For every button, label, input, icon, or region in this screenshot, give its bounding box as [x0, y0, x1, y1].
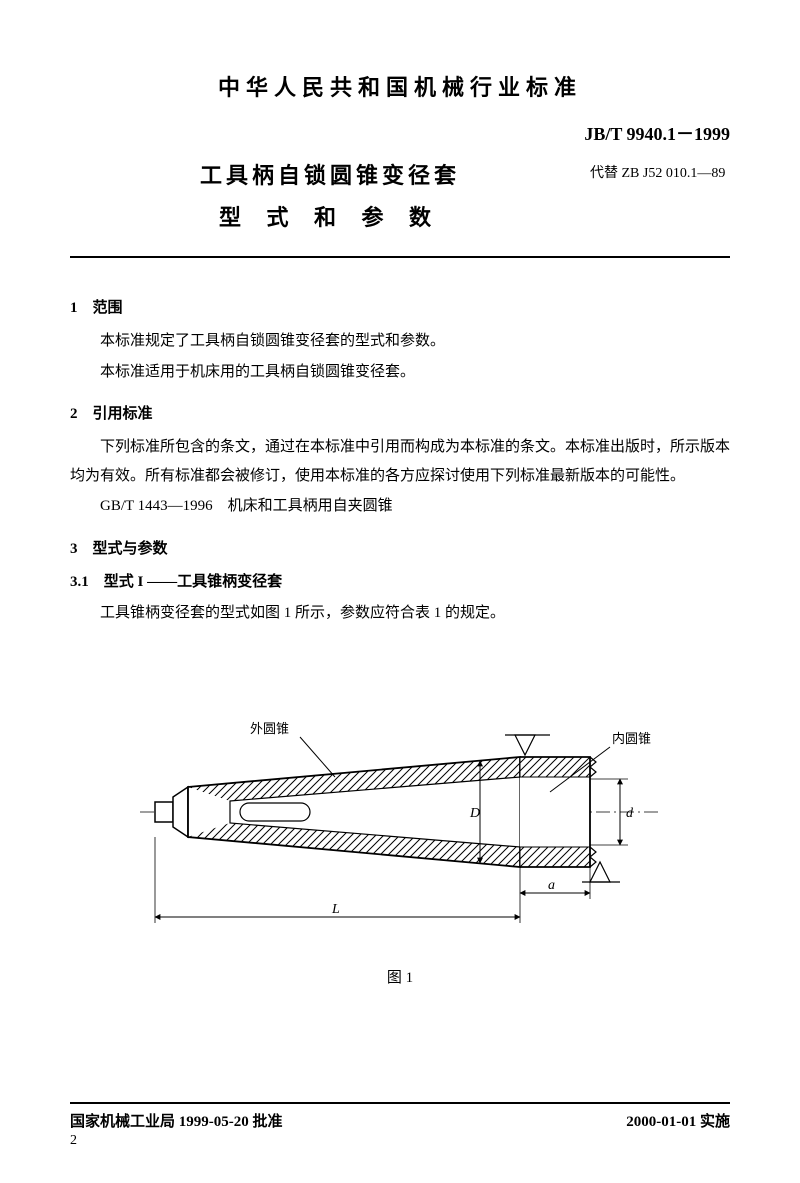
section-3-heading: 3 型式与参数 — [70, 537, 730, 558]
page-footer: 国家机械工业局 1999-05-20 批准 2000-01-01 实施 2 — [70, 1102, 730, 1149]
doc-title-line1: 工具柄自锁圆锥变径套 — [70, 158, 590, 190]
section-31-num: 3.1 — [70, 574, 89, 590]
replaces-note: 代替 ZB J52 010.1—89 — [590, 162, 730, 182]
standard-org: 中华人民共和国机械行业标准 — [70, 70, 730, 102]
section-2-ref: GB/T 1443—1996 机床和工具柄用自夹圆锥 — [70, 492, 730, 521]
footer-rule — [70, 1102, 730, 1104]
dim-d: d — [626, 806, 634, 821]
footer-effective: 2000-01-01 实施 — [626, 1110, 730, 1131]
dim-D: D — [469, 806, 480, 821]
section-31-heading: 3.1 型式 I ——工具锥柄变径套 — [70, 570, 730, 591]
label-outer-cone: 外圆锥 — [250, 721, 289, 736]
section-3-num: 3 — [70, 541, 78, 557]
section-2-p1: 下列标准所包含的条文，通过在本标准中引用而构成为本标准的条文。本标准出版时，所示… — [70, 433, 730, 490]
section-3-title: 型式与参数 — [93, 541, 168, 557]
section-1-title: 范围 — [93, 300, 123, 316]
section-1-p2: 本标准适用于机床用的工具柄自锁圆锥变径套。 — [70, 358, 730, 387]
standard-code: JB/T 9940.1－1999 — [584, 120, 730, 146]
section-2-num: 2 — [70, 406, 78, 422]
figure-1: 外圆锥 内圆锥 D d a L 图 1 — [70, 707, 730, 987]
section-1-num: 1 — [70, 300, 78, 316]
title-rule — [70, 256, 730, 258]
section-2-title: 引用标准 — [93, 406, 153, 422]
section-1-p1: 本标准规定了工具柄自锁圆锥变径套的型式和参数。 — [70, 327, 730, 356]
section-1-heading: 1 范围 — [70, 296, 730, 317]
figure-1-caption: 图 1 — [70, 966, 730, 987]
dim-a: a — [548, 878, 555, 893]
label-inner-cone: 内圆锥 — [612, 731, 651, 746]
figure-1-svg: 外圆锥 内圆锥 D d a L — [120, 707, 680, 937]
page-number: 2 — [70, 1133, 730, 1149]
doc-title-line2: 型 式 和 参 数 — [70, 200, 590, 232]
section-31-p: 工具锥柄变径套的型式如图 1 所示，参数应符合表 1 的规定。 — [70, 599, 730, 628]
section-2-heading: 2 引用标准 — [70, 402, 730, 423]
section-31-title: 型式 I ——工具锥柄变径套 — [104, 574, 282, 590]
dim-L: L — [331, 902, 340, 917]
footer-approval: 国家机械工业局 1999-05-20 批准 — [70, 1110, 283, 1131]
